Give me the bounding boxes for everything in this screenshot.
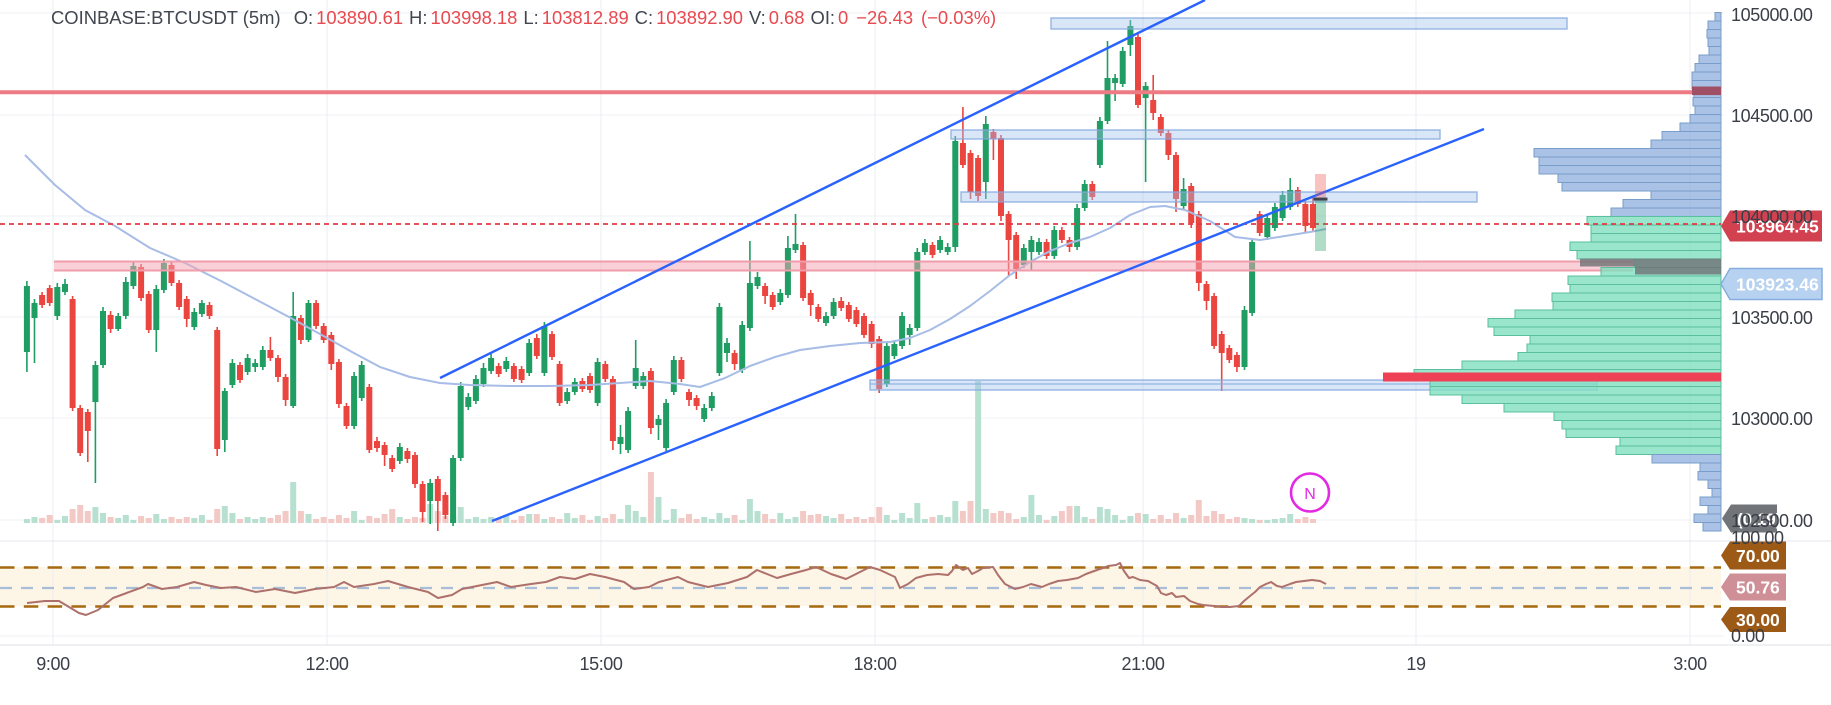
svg-text:70.00: 70.00	[1736, 546, 1780, 566]
svg-text:104500.00: 104500.00	[1731, 106, 1813, 126]
svg-text:105000.00: 105000.00	[1731, 5, 1813, 25]
svg-text:103923.46: 103923.46	[1736, 275, 1819, 295]
svg-text:19: 19	[1406, 654, 1426, 674]
svg-text:103000.00: 103000.00	[1731, 409, 1813, 429]
svg-text:103964.45: 103964.45	[1736, 217, 1819, 237]
svg-text:15:00: 15:00	[579, 654, 622, 674]
svg-text:9:00: 9:00	[36, 654, 70, 674]
svg-text:12:00: 12:00	[305, 654, 348, 674]
svg-text:0.00: 0.00	[1731, 626, 1765, 646]
svg-text:21:00: 21:00	[1121, 654, 1164, 674]
svg-text:N: N	[1304, 486, 1316, 503]
svg-text:100.00: 100.00	[1731, 528, 1784, 548]
svg-text:102500.00: 102500.00	[1731, 511, 1813, 531]
svg-text:(0.19): (0.19)	[1737, 510, 1781, 529]
svg-text:103500.00: 103500.00	[1731, 308, 1813, 328]
svg-text:104000.00: 104000.00	[1731, 207, 1813, 227]
svg-text:50.76: 50.76	[1736, 578, 1780, 598]
svg-text:18:00: 18:00	[853, 654, 896, 674]
svg-text:30.00: 30.00	[1736, 610, 1780, 630]
svg-text:3:00: 3:00	[1673, 654, 1707, 674]
